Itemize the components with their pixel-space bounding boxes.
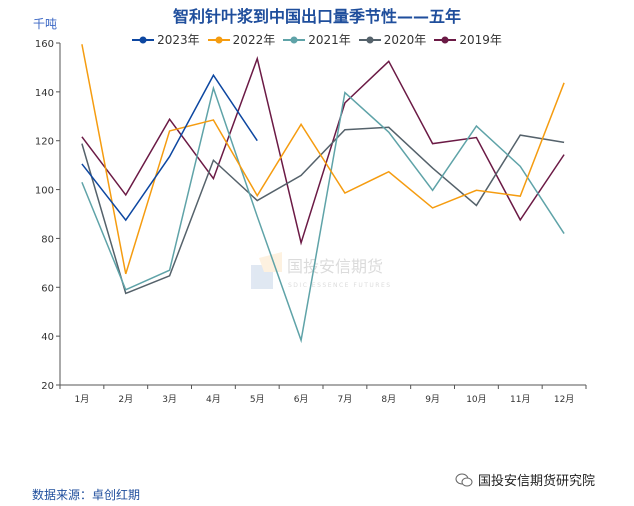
y-tick-label: 80 bbox=[41, 234, 54, 245]
x-tick-label: 11月 bbox=[510, 394, 530, 405]
legend-item[interactable]: 2020年 bbox=[358, 31, 427, 48]
legend-item[interactable]: 2023年 bbox=[132, 31, 200, 48]
x-tick-label: 2月 bbox=[118, 394, 133, 405]
legend-marker-icon bbox=[434, 36, 457, 43]
x-tick-label: 8月 bbox=[381, 394, 396, 405]
chart-title: 智利针叶浆到中国出口量季节性——五年 bbox=[172, 7, 461, 26]
series-line-2021年 bbox=[81, 85, 565, 344]
watermark-cn: 国投安信期货 bbox=[287, 257, 383, 276]
x-tick-label: 6月 bbox=[294, 394, 309, 405]
series-line-2022年 bbox=[81, 44, 565, 275]
y-tick-label: 140 bbox=[35, 88, 54, 99]
brand-name: 国投安信期货研究院 bbox=[478, 474, 596, 489]
watermark: 国投安信期货 SDIC ESSENCE FUTURES bbox=[251, 252, 392, 289]
watermark-en: SDIC ESSENCE FUTURES bbox=[288, 282, 392, 289]
legend-marker-icon bbox=[358, 36, 381, 43]
x-tick-label: 1月 bbox=[75, 394, 90, 405]
x-tick-label: 7月 bbox=[338, 394, 353, 405]
data-source: 数据来源：卓创红期 bbox=[32, 488, 141, 502]
y-axis-unit: 千吨 bbox=[33, 17, 58, 31]
wechat-icon bbox=[455, 473, 473, 486]
legend-marker-icon bbox=[132, 36, 155, 43]
brand: 国投安信期货研究院 bbox=[455, 470, 595, 489]
legend-item[interactable]: 2019年 bbox=[434, 31, 502, 48]
y-tick-label: 40 bbox=[41, 332, 54, 343]
legend-marker-icon bbox=[207, 36, 230, 43]
legend-label: 2019年 bbox=[459, 33, 502, 47]
x-tick-label: 10月 bbox=[466, 394, 486, 405]
y-tick-label: 100 bbox=[35, 186, 54, 197]
series-line-2023年 bbox=[81, 73, 258, 222]
y-tick-label: 60 bbox=[41, 283, 54, 294]
legend: 2023年 2022年 2021年 2020年 2019年 bbox=[0, 31, 634, 48]
x-tick-label: 4月 bbox=[206, 394, 221, 405]
legend-item[interactable]: 2021年 bbox=[283, 31, 351, 48]
x-tick-label: 5月 bbox=[250, 394, 265, 405]
legend-marker-icon bbox=[283, 36, 306, 43]
legend-label: 2020年 bbox=[383, 33, 427, 47]
plot-area: 国投安信期货 SDIC ESSENCE FUTURES 20 40 60 80 100 1… bbox=[35, 39, 587, 405]
legend-label: 2021年 bbox=[308, 33, 351, 47]
legend-item[interactable]: 2022年 bbox=[207, 31, 276, 48]
y-tick-label: 160 bbox=[35, 39, 54, 50]
legend-label: 2023年 bbox=[157, 33, 200, 47]
x-tick-label: 9月 bbox=[425, 394, 440, 405]
x-tick-label: 12月 bbox=[554, 394, 574, 405]
series-line-2019年 bbox=[81, 56, 565, 246]
y-tick-label: 120 bbox=[35, 137, 54, 148]
series-line-2020年 bbox=[81, 126, 565, 295]
y-tick-label: 20 bbox=[41, 381, 54, 392]
x-tick-label: 3月 bbox=[162, 394, 177, 405]
legend-label: 2022年 bbox=[232, 33, 276, 47]
